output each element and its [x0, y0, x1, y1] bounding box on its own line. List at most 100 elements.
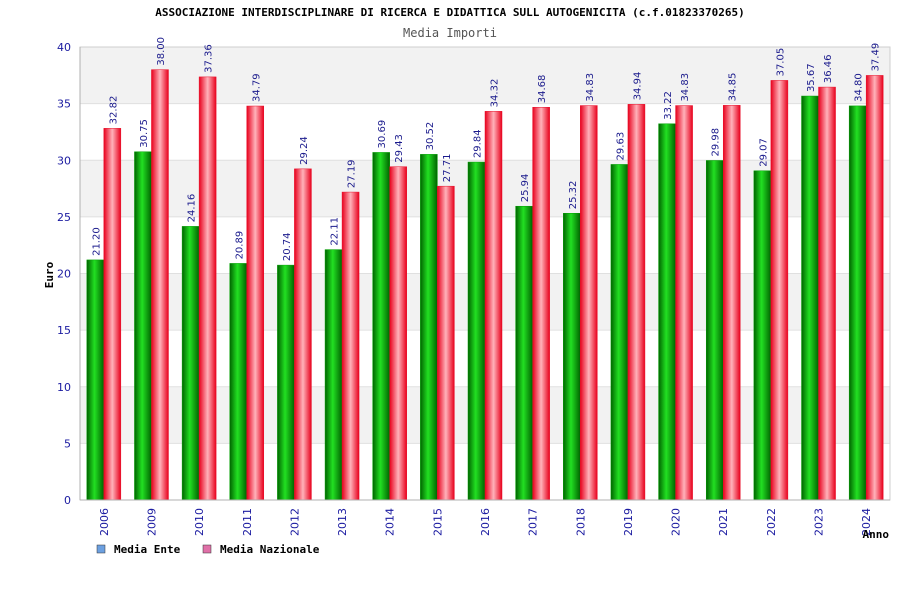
y-tick-label-0: 0 — [64, 494, 71, 507]
x-tick-label-2014: 2014 — [384, 508, 397, 536]
x-tick-label-2022: 2022 — [765, 508, 778, 536]
bar-value-label-media-nazionale-2018: 34.83 — [585, 73, 596, 102]
bar-value-label-media-nazionale-2022: 37.05 — [775, 48, 786, 77]
x-tick-label-2023: 2023 — [813, 508, 826, 536]
bars — [86, 69, 884, 501]
bar-value-label-media-nazionale-2014: 29.43 — [394, 134, 405, 163]
bar-media-nazionale-2006 — [103, 128, 122, 501]
x-tick-label-2010: 2010 — [193, 508, 206, 536]
legend: Media Ente Media Nazionale — [96, 543, 320, 556]
x-tick-label-2021: 2021 — [717, 508, 730, 536]
bar-value-label-media-ente-2006: 21.20 — [91, 227, 102, 256]
bar-media-ente-2015 — [420, 154, 438, 501]
bar-media-ente-2011 — [229, 263, 248, 501]
bar-media-nazionale-2017 — [532, 106, 550, 501]
bar-value-label-media-nazionale-2019: 34.94 — [632, 72, 643, 101]
bar-value-label-media-ente-2016: 29.84 — [473, 129, 484, 158]
bar-value-label-media-ente-2023: 35.67 — [806, 63, 817, 92]
bar-value-label-media-ente-2020: 33.22 — [663, 91, 674, 120]
bar-value-label-media-ente-2010: 24.16 — [187, 194, 198, 223]
bar-media-nazionale-2016 — [484, 111, 503, 501]
legend-label-media-ente: Media Ente — [114, 543, 181, 556]
bar-value-label-media-nazionale-2016: 34.32 — [490, 79, 501, 108]
y-tick-label-15: 15 — [57, 324, 71, 337]
bar-labels: 21.20 30.75 24.16 20.89 20.74 22.11 30.69 30.52… — [91, 37, 881, 261]
y-tick-label-40: 40 — [57, 41, 71, 54]
bar-media-ente-2021 — [705, 160, 724, 501]
x-tick-label-2015: 2015 — [431, 508, 444, 536]
bar-value-label-media-nazionale-2006: 32.82 — [108, 96, 119, 125]
bar-value-label-media-ente-2022: 29.07 — [758, 138, 769, 167]
bar-media-ente-2014 — [372, 152, 390, 501]
bar-value-label-media-ente-2019: 29.63 — [615, 132, 626, 161]
bar-media-nazionale-2024 — [865, 75, 884, 501]
bar-value-label-media-ente-2018: 25.32 — [568, 181, 579, 210]
bar-value-label-media-ente-2012: 20.74 — [282, 232, 293, 261]
x-tick-label-2006: 2006 — [98, 508, 111, 536]
bar-media-ente-2022 — [753, 170, 772, 501]
y-axis-label: Euro — [43, 261, 56, 288]
y-tick-label-20: 20 — [57, 268, 71, 281]
x-tick-label-2024: 2024 — [860, 508, 873, 536]
y-tick-label-30: 30 — [57, 154, 71, 167]
x-tick-label-2009: 2009 — [145, 508, 158, 536]
bar-media-nazionale-2011 — [246, 105, 265, 501]
y-tick-label-35: 35 — [57, 98, 71, 111]
x-axis: 2006 2009 2010 2011 2012 2013 2014 2015 2016 2017… — [80, 499, 890, 536]
bar-value-label-media-ente-2015: 30.52 — [425, 122, 436, 151]
bar-media-ente-2019 — [610, 164, 629, 501]
legend-swatch-media-ente — [96, 544, 106, 554]
bar-media-ente-2023 — [801, 95, 819, 501]
bar-value-label-media-ente-2014: 30.69 — [377, 120, 388, 149]
bar-value-label-media-ente-2017: 25.94 — [520, 174, 531, 203]
bar-value-label-media-nazionale-2010: 37.36 — [204, 44, 215, 73]
x-tick-label-2016: 2016 — [479, 508, 492, 536]
bar-media-nazionale-2023 — [818, 86, 836, 501]
bar-value-label-media-nazionale-2013: 27.19 — [347, 159, 358, 188]
bar-media-nazionale-2009 — [151, 69, 169, 501]
bar-value-label-media-nazionale-2012: 29.24 — [299, 136, 310, 165]
bar-value-label-media-nazionale-2020: 34.83 — [680, 73, 691, 102]
bar-value-label-media-nazionale-2024: 37.49 — [871, 43, 882, 72]
bar-media-nazionale-2013 — [341, 191, 360, 501]
bar-media-nazionale-2012 — [294, 168, 312, 501]
chart-subtitle: Media Importi — [403, 26, 497, 40]
x-tick-label-2020: 2020 — [670, 508, 683, 536]
bar-value-label-media-ente-2011: 20.89 — [234, 231, 245, 260]
bar-value-label-media-nazionale-2021: 34.85 — [728, 73, 739, 102]
x-tick-label-2017: 2017 — [527, 508, 540, 536]
bar-media-nazionale-2022 — [770, 80, 789, 501]
bar-value-label-media-nazionale-2015: 27.71 — [442, 154, 453, 183]
bar-media-ente-2020 — [658, 123, 676, 501]
bar-media-ente-2024 — [848, 105, 867, 501]
x-tick-label-2013: 2013 — [336, 508, 349, 536]
y-axis: 0 5 10 15 20 25 30 35 40 — [57, 41, 81, 507]
bar-value-label-media-ente-2013: 22.11 — [330, 217, 341, 246]
bar-media-ente-2017 — [515, 205, 533, 501]
y-tick-label-5: 5 — [64, 437, 71, 450]
bar-media-nazionale-2015 — [437, 185, 455, 501]
legend-label-media-nazionale: Media Nazionale — [220, 543, 320, 556]
bar-value-label-media-ente-2009: 30.75 — [139, 119, 150, 148]
bar-value-label-media-nazionale-2017: 34.68 — [537, 75, 548, 104]
bar-media-nazionale-2020 — [675, 105, 693, 501]
bar-media-nazionale-2014 — [389, 166, 407, 501]
y-tick-label-10: 10 — [57, 381, 71, 394]
bar-value-label-media-ente-2021: 29.98 — [711, 128, 722, 157]
bar-media-ente-2012 — [277, 264, 295, 501]
bar-media-nazionale-2018 — [580, 105, 598, 501]
bar-media-ente-2016 — [467, 161, 486, 501]
bar-media-ente-2010 — [181, 226, 200, 501]
bar-media-ente-2006 — [86, 259, 105, 501]
y-tick-label-25: 25 — [57, 211, 71, 224]
bar-media-nazionale-2010 — [198, 76, 217, 501]
x-tick-label-2019: 2019 — [622, 508, 635, 536]
bar-media-ente-2018 — [563, 213, 581, 501]
bar-media-ente-2009 — [134, 151, 152, 501]
legend-swatch-media-nazionale — [202, 544, 212, 554]
bar-media-nazionale-2021 — [722, 105, 741, 501]
bar-value-label-media-nazionale-2011: 34.79 — [251, 73, 262, 102]
bar-value-label-media-nazionale-2023: 36.46 — [823, 54, 834, 83]
x-tick-label-2011: 2011 — [241, 508, 254, 536]
